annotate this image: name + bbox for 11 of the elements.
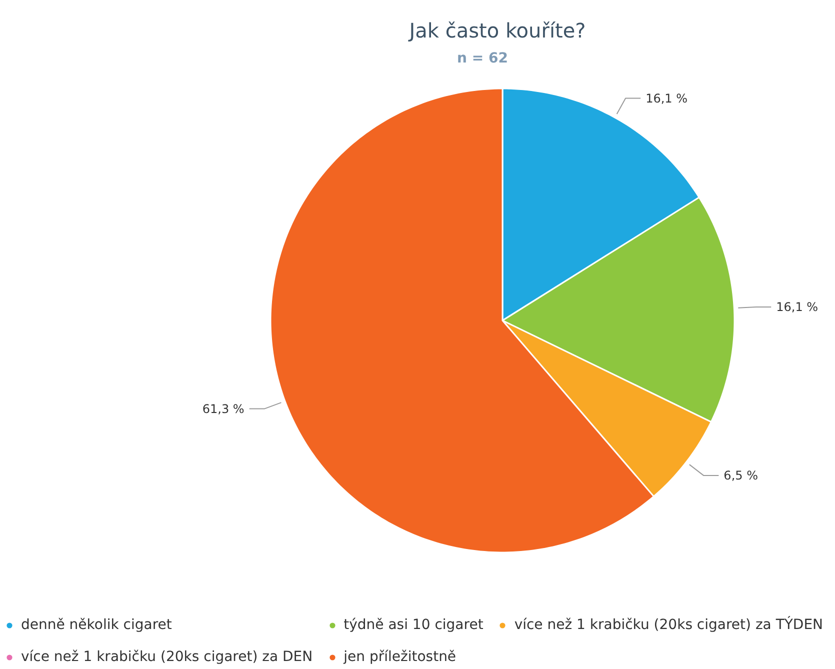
legend-label: týdně asi 10 cigaret bbox=[344, 617, 484, 633]
data-label: 16,1 % bbox=[646, 91, 688, 106]
legend-label: více než 1 krabičku (20ks cigaret) za DEN bbox=[21, 649, 313, 665]
legend-label: denně několik cigaret bbox=[21, 617, 172, 633]
chart-title: Jak často kouříte? bbox=[407, 18, 586, 42]
legend-label: jen příležitostně bbox=[344, 649, 456, 665]
data-label: 6,5 % bbox=[724, 468, 758, 483]
data-label: 61,3 % bbox=[202, 402, 244, 416]
data-label: 16,1 % bbox=[776, 300, 818, 314]
legend-label: více než 1 krabičku (20ks cigaret) za TÝDEN bbox=[514, 617, 824, 633]
chart-subtitle: n = 62 bbox=[457, 50, 508, 66]
